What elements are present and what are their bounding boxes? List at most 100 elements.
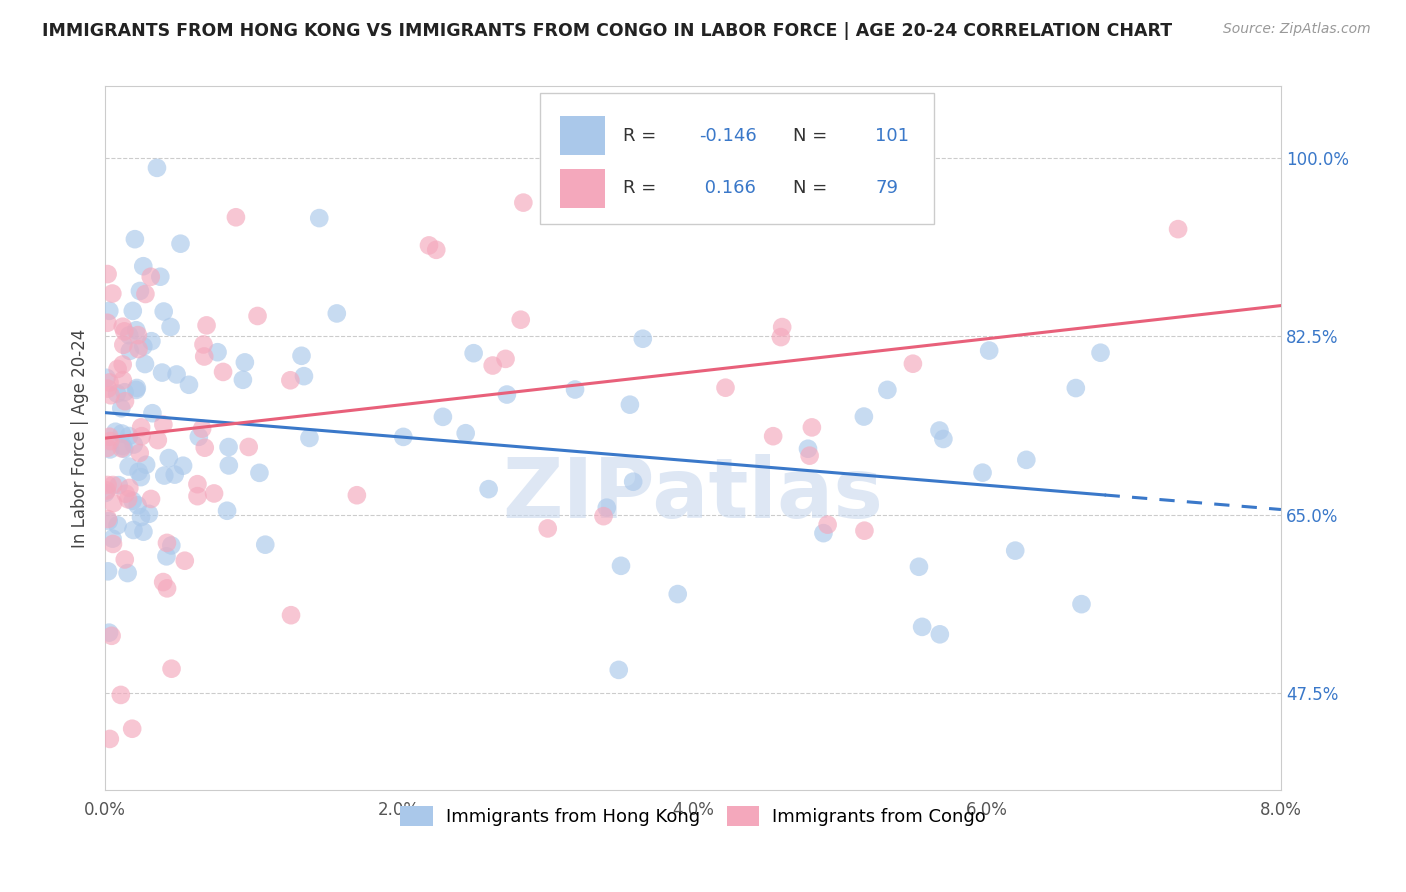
Point	[122, 523, 145, 537]
Point	[152, 304, 174, 318]
Text: N =: N =	[793, 179, 832, 197]
Point	[207, 345, 229, 359]
Point	[853, 524, 876, 538]
Point	[132, 259, 155, 273]
Point	[129, 420, 152, 434]
Point	[132, 339, 155, 353]
Point	[122, 437, 145, 451]
Point	[96, 441, 118, 455]
Point	[233, 355, 256, 369]
Point	[129, 470, 152, 484]
Point	[425, 243, 447, 257]
Point	[596, 500, 619, 515]
Point	[194, 441, 217, 455]
Point	[132, 524, 155, 539]
Point	[901, 357, 924, 371]
Point	[852, 409, 875, 424]
Point	[217, 504, 239, 518]
Point	[129, 510, 152, 524]
Point	[98, 430, 121, 444]
Point	[121, 493, 143, 508]
Point	[97, 478, 120, 492]
Point	[152, 575, 174, 590]
Point	[979, 343, 1001, 358]
Point	[96, 371, 118, 385]
Point	[172, 458, 194, 473]
Point	[592, 509, 614, 524]
Point	[1070, 597, 1092, 611]
Point	[173, 554, 195, 568]
Point	[104, 425, 127, 439]
Point	[326, 306, 349, 320]
Point	[187, 430, 209, 444]
Point	[112, 442, 135, 456]
Point	[127, 328, 149, 343]
Point	[280, 373, 302, 387]
Point	[97, 382, 120, 396]
Point	[191, 422, 214, 436]
Point	[714, 381, 737, 395]
Point	[146, 433, 169, 447]
Point	[114, 552, 136, 566]
Point	[346, 488, 368, 502]
Point	[232, 373, 254, 387]
Point	[111, 319, 134, 334]
Point	[129, 284, 152, 298]
Point	[128, 465, 150, 479]
Point	[249, 466, 271, 480]
Point	[762, 429, 785, 443]
Point	[138, 507, 160, 521]
Point	[98, 434, 121, 448]
Point	[97, 565, 120, 579]
Point	[112, 324, 135, 338]
Point	[159, 319, 181, 334]
Point	[246, 309, 269, 323]
Point	[94, 486, 117, 500]
Point	[607, 663, 630, 677]
Point	[111, 358, 134, 372]
Point	[101, 496, 124, 510]
Point	[238, 440, 260, 454]
Point	[496, 387, 519, 401]
Point	[392, 430, 415, 444]
FancyBboxPatch shape	[560, 116, 605, 155]
Point	[107, 518, 129, 533]
Point	[134, 287, 156, 301]
Point	[125, 383, 148, 397]
Point	[292, 369, 315, 384]
Point	[153, 468, 176, 483]
Point	[125, 323, 148, 337]
Point	[114, 385, 136, 400]
Point	[101, 286, 124, 301]
Point	[110, 401, 132, 416]
Point	[100, 388, 122, 402]
Text: R =: R =	[623, 127, 662, 145]
Point	[280, 608, 302, 623]
Point	[156, 536, 179, 550]
Point	[799, 449, 821, 463]
Point	[97, 512, 120, 526]
Point	[1090, 345, 1112, 359]
Point	[135, 458, 157, 472]
Point	[193, 350, 215, 364]
Point	[512, 195, 534, 210]
Point	[186, 489, 208, 503]
Point	[97, 514, 120, 528]
Point	[117, 459, 139, 474]
Text: 101: 101	[876, 127, 910, 145]
Point	[308, 211, 330, 226]
Point	[117, 566, 139, 580]
Point	[290, 349, 312, 363]
Point	[666, 587, 689, 601]
Point	[114, 394, 136, 409]
Point	[218, 440, 240, 454]
Point	[463, 346, 485, 360]
Point	[98, 304, 121, 318]
Point	[817, 517, 839, 532]
Point	[111, 373, 134, 387]
Point	[97, 267, 120, 281]
Point	[98, 442, 121, 457]
Point	[610, 558, 633, 573]
Point	[631, 332, 654, 346]
Point	[418, 238, 440, 252]
